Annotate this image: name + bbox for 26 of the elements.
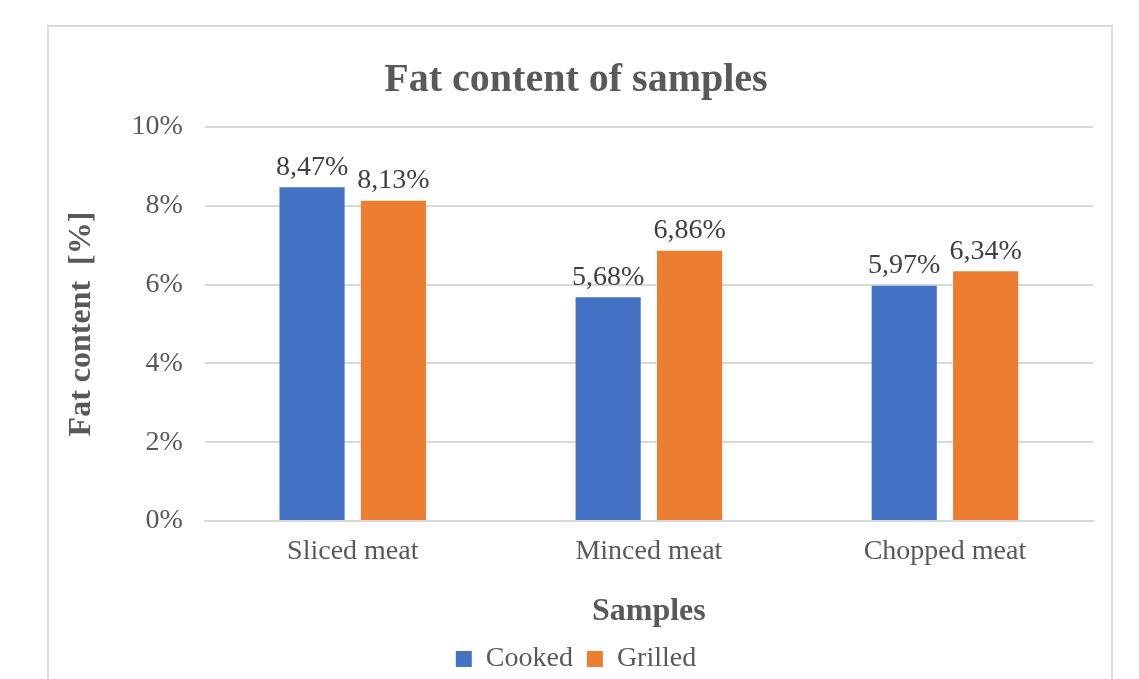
y-tick-label: 0% [145, 503, 183, 535]
legend-label: Cooked [485, 641, 573, 673]
y-tick-label: 4% [145, 345, 183, 377]
bar [575, 297, 641, 520]
y-tick-label: 6% [145, 266, 183, 298]
y-axis-title: Fat content [%] [61, 211, 98, 437]
y-tick-label: 2% [145, 424, 183, 456]
x-tick-label: Sliced meat [287, 534, 419, 566]
data-label: 5,97% [868, 248, 941, 280]
data-label: 8,47% [275, 149, 349, 181]
y-tick-label: 10% [131, 109, 183, 141]
data-label: 6,34% [949, 233, 1022, 265]
bar [871, 285, 937, 520]
bar [360, 200, 427, 520]
y-tick-label: 8% [145, 188, 183, 220]
legend-label: Grilled [616, 641, 697, 673]
x-axis-title: Samples [591, 591, 706, 628]
data-label: 5,68% [571, 259, 645, 291]
bar [657, 250, 723, 520]
bar [279, 187, 345, 520]
x-tick-label: Minced meat [575, 534, 723, 566]
chart-title: Fat content of samples [384, 55, 768, 101]
data-label: 6,86% [653, 213, 726, 245]
data-label: 8,13% [357, 163, 430, 195]
x-tick-label: Chopped meat [863, 534, 1027, 566]
bar [953, 271, 1019, 520]
